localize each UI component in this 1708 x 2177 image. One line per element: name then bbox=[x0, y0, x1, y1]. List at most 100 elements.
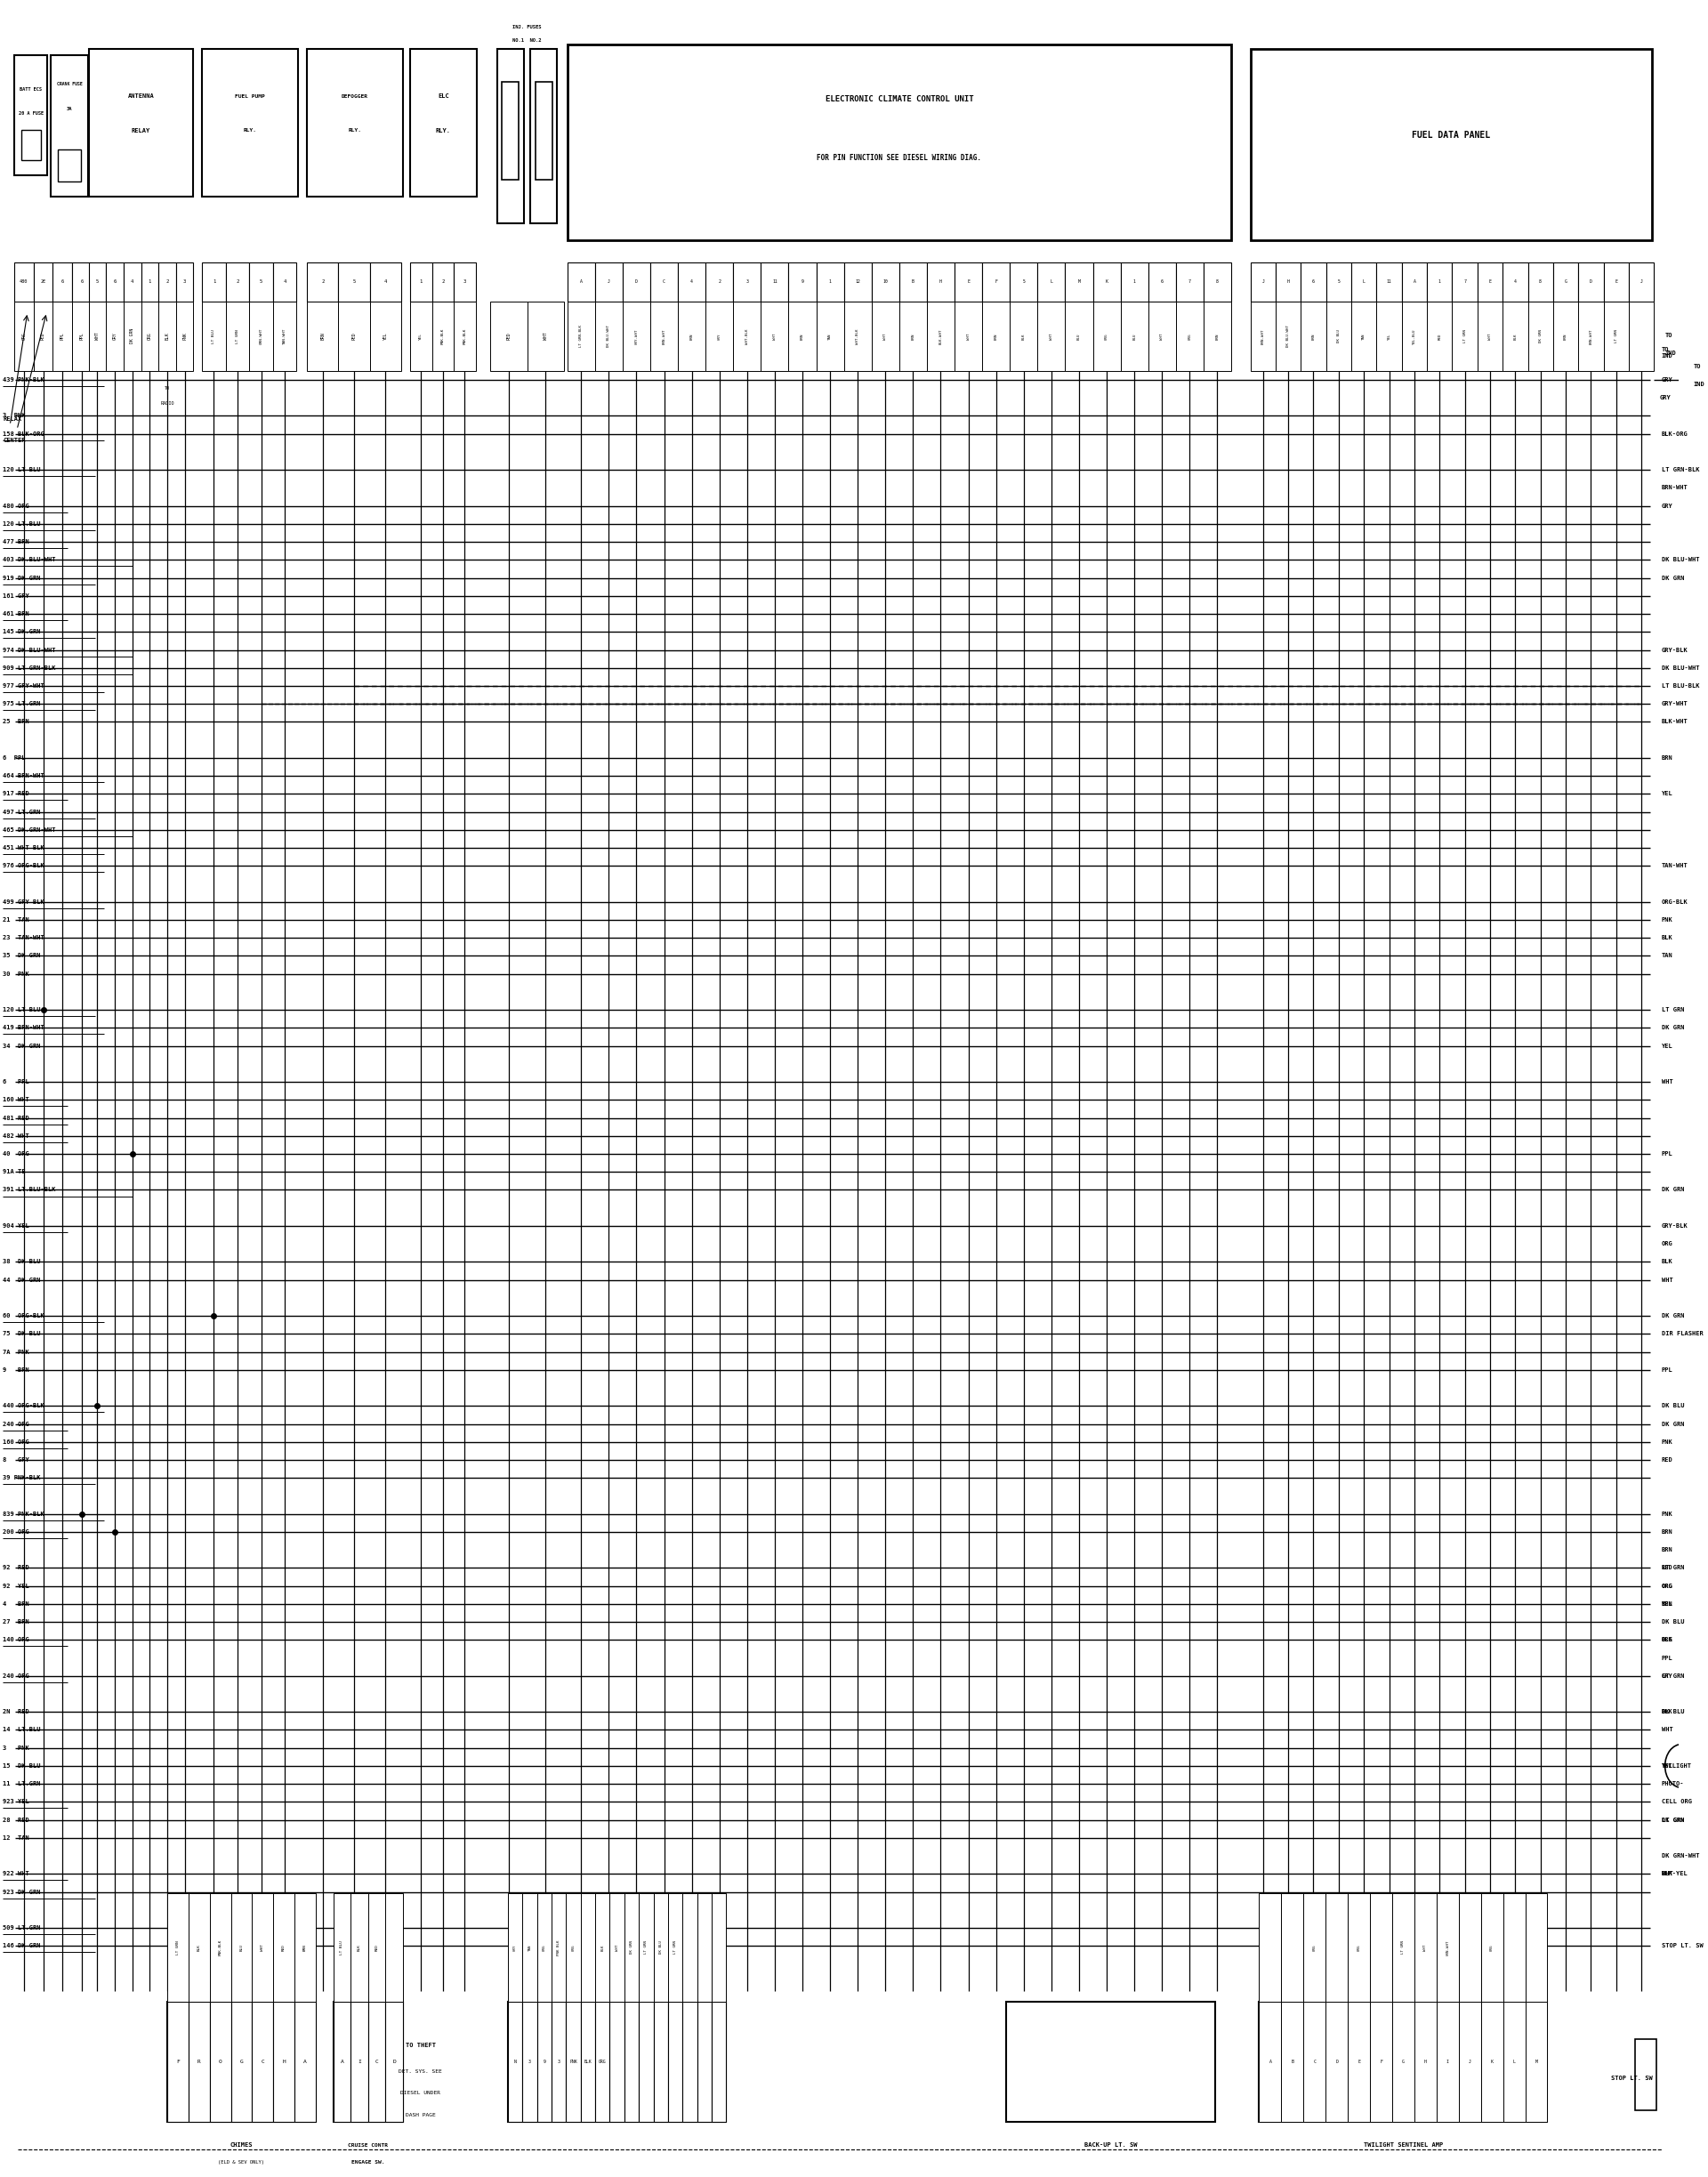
Bar bbox=[1175, 261, 1204, 300]
Bar bbox=[167, 2003, 316, 2120]
Text: BRN: BRN bbox=[304, 1944, 307, 1951]
Bar bbox=[14, 300, 34, 370]
Text: GRY: GRY bbox=[113, 333, 118, 340]
Bar bbox=[497, 50, 524, 222]
Text: G: G bbox=[239, 2059, 243, 2064]
Bar bbox=[454, 300, 475, 370]
Text: 3A: 3A bbox=[67, 107, 72, 111]
Text: 9   BRN: 9 BRN bbox=[3, 1367, 29, 1372]
Text: DK GRN: DK GRN bbox=[1662, 1025, 1684, 1030]
Text: J: J bbox=[1262, 279, 1264, 283]
Text: BLU: BLU bbox=[1132, 333, 1136, 340]
Text: PNK-BLK: PNK-BLK bbox=[219, 1940, 222, 1955]
Text: DK GRN: DK GRN bbox=[1539, 329, 1542, 342]
Text: BRN: BRN bbox=[1662, 755, 1672, 760]
Text: TAN: TAN bbox=[1662, 954, 1672, 958]
Bar bbox=[581, 2003, 596, 2120]
Bar bbox=[202, 50, 299, 196]
Bar bbox=[53, 300, 72, 370]
Text: BACK-UP LT. SW: BACK-UP LT. SW bbox=[1085, 2142, 1138, 2149]
Text: A: A bbox=[1269, 2059, 1271, 2064]
Text: 5: 5 bbox=[352, 279, 355, 283]
Bar bbox=[1452, 300, 1477, 370]
Bar bbox=[610, 1894, 625, 2003]
Bar bbox=[1325, 1894, 1348, 2003]
Text: TAN-WHT: TAN-WHT bbox=[1662, 864, 1688, 869]
Text: 477 BRN: 477 BRN bbox=[3, 540, 29, 544]
Text: C: C bbox=[376, 2059, 379, 2064]
Text: GRY: GRY bbox=[717, 333, 721, 340]
Text: (ELD & SEV ONLY): (ELD & SEV ONLY) bbox=[219, 2160, 265, 2164]
Text: 481 RED: 481 RED bbox=[3, 1115, 29, 1121]
Bar bbox=[1436, 2003, 1459, 2120]
Text: 120 LT.BLU: 120 LT.BLU bbox=[3, 520, 41, 527]
Text: RED: RED bbox=[1662, 1456, 1672, 1463]
Text: YEL: YEL bbox=[1662, 1763, 1672, 1768]
Text: 92  YEL: 92 YEL bbox=[3, 1583, 29, 1589]
Bar bbox=[1436, 1894, 1459, 2003]
Text: DK BLU: DK BLU bbox=[1662, 1709, 1684, 1715]
Text: 6: 6 bbox=[80, 279, 84, 283]
Text: CELL ORG: CELL ORG bbox=[1662, 1798, 1693, 1805]
Text: 9: 9 bbox=[543, 2059, 545, 2064]
Bar bbox=[1009, 261, 1037, 300]
Text: J: J bbox=[608, 279, 610, 283]
Text: LT BLU-BLK: LT BLU-BLK bbox=[1662, 684, 1699, 688]
Text: 3: 3 bbox=[528, 2059, 531, 2064]
Text: 1: 1 bbox=[149, 279, 152, 283]
Bar bbox=[123, 300, 142, 370]
Text: YEL: YEL bbox=[1662, 1602, 1672, 1607]
Bar bbox=[955, 300, 982, 370]
Bar bbox=[1459, 1894, 1481, 2003]
Bar bbox=[333, 1894, 350, 2003]
Text: D: D bbox=[393, 2059, 396, 2064]
Bar bbox=[623, 261, 651, 300]
Text: LT BLU: LT BLU bbox=[212, 329, 215, 344]
Text: 12  TAN: 12 TAN bbox=[3, 1835, 29, 1840]
Text: BLK: BLK bbox=[196, 1944, 202, 1951]
Text: 25  BRN: 25 BRN bbox=[3, 718, 29, 725]
Text: 904 YEL: 904 YEL bbox=[3, 1223, 29, 1228]
Text: 2N  RED: 2N RED bbox=[3, 1709, 29, 1715]
Text: DK BLU-WHT: DK BLU-WHT bbox=[606, 324, 610, 348]
Bar bbox=[294, 1894, 316, 2003]
Bar bbox=[733, 261, 762, 300]
Text: LT GRN: LT GRN bbox=[176, 1940, 179, 1955]
Text: DET. SYS. SEE: DET. SYS. SEE bbox=[400, 2068, 442, 2075]
Text: ENGAGE SW.: ENGAGE SW. bbox=[352, 2160, 384, 2164]
Text: PPL: PPL bbox=[1662, 1152, 1672, 1156]
Text: 40  ORG: 40 ORG bbox=[3, 1152, 29, 1156]
Bar bbox=[106, 300, 123, 370]
Text: BLK-WHT: BLK-WHT bbox=[939, 329, 943, 344]
Bar bbox=[89, 300, 106, 370]
Bar bbox=[307, 50, 403, 196]
Bar bbox=[536, 2003, 552, 2120]
Text: CHIMES: CHIMES bbox=[231, 2142, 253, 2149]
Text: BRN-WHT: BRN-WHT bbox=[1662, 485, 1688, 490]
Bar bbox=[678, 300, 705, 370]
Text: LT GRN: LT GRN bbox=[1662, 1818, 1684, 1822]
Text: G: G bbox=[1402, 2059, 1404, 2064]
Bar bbox=[639, 1894, 654, 2003]
Text: YEL: YEL bbox=[1387, 333, 1390, 340]
Bar bbox=[176, 300, 193, 370]
Bar bbox=[142, 300, 159, 370]
Bar bbox=[333, 2003, 350, 2120]
Bar bbox=[1578, 261, 1604, 300]
Bar bbox=[581, 1894, 596, 2003]
Bar bbox=[898, 261, 927, 300]
Bar bbox=[159, 261, 176, 300]
Text: BATT ECS: BATT ECS bbox=[20, 87, 43, 91]
Text: ORG: ORG bbox=[1662, 1583, 1672, 1589]
Bar bbox=[1348, 2003, 1370, 2120]
Text: G: G bbox=[1565, 279, 1566, 283]
Text: C: C bbox=[261, 2059, 265, 2064]
Text: 499 GRY BLK: 499 GRY BLK bbox=[3, 899, 44, 906]
Bar bbox=[1503, 261, 1529, 300]
Bar bbox=[683, 2003, 697, 2120]
Text: 10: 10 bbox=[883, 279, 888, 283]
Text: C: C bbox=[663, 279, 666, 283]
Text: BRN: BRN bbox=[321, 333, 325, 340]
Bar bbox=[410, 300, 432, 370]
Bar bbox=[369, 2003, 386, 2120]
